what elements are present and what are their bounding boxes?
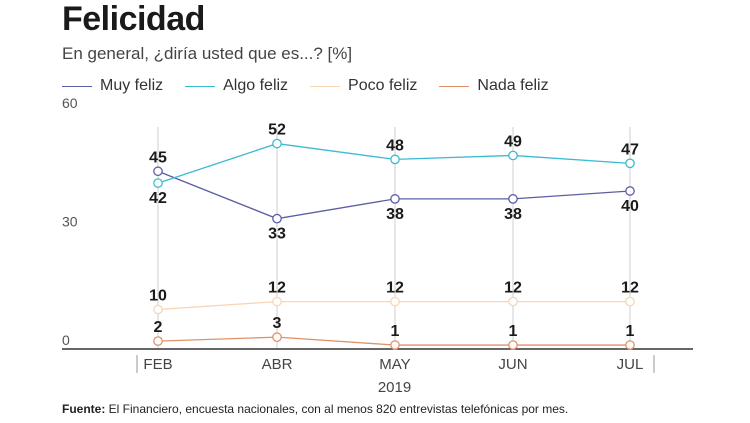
legend-label: Muy feliz [100,77,164,94]
data-label: 3 [273,315,282,332]
legend-swatch [310,85,341,87]
x-tick-label: ABR [262,356,293,373]
x-tick-label: MAY [379,356,410,373]
data-point [153,178,163,188]
x-tick-label: FEB [143,356,172,373]
line-chart: 60 30 0 FEB ABR MAY JUN JUL 2019 45 33 38 38 40 42 52 48… [62,95,693,396]
data-label: 10 [149,288,167,305]
data-label: 1 [626,323,635,340]
data-label: 49 [504,133,522,150]
x-tick-label: JUL [617,356,644,373]
legend-label: Poco feliz [348,77,418,94]
x-tick-label: JUN [498,356,527,373]
data-point [272,213,282,224]
legend-item-algo-feliz: Algo feliz [185,77,288,95]
legend-swatch [185,85,216,87]
data-label: 12 [504,280,522,297]
data-label: 12 [268,280,286,297]
legend-swatch [439,85,470,87]
data-label: 38 [386,206,404,223]
y-tick-label: 30 [62,214,78,230]
data-label: 47 [621,141,639,158]
data-point [272,296,282,307]
y-tick-label: 0 [62,332,70,348]
legend-item-muy-feliz: Muy feliz [62,77,163,95]
legend: Muy feliz Algo feliz Poco feliz Nada fel… [62,76,571,96]
data-label: 38 [504,206,522,223]
data-label: 12 [386,280,404,297]
data-point [272,138,282,149]
chart-title: Felicidad [62,0,205,38]
legend-swatch [62,85,92,87]
legend-label: Nada feliz [477,77,549,94]
data-label: 2 [154,319,163,336]
source-label: Fuente: [62,402,106,416]
x-axis-label: 2019 [378,379,411,396]
legend-label: Algo feliz [223,77,289,94]
source-footer: Fuente: El Financiero, encuesta nacional… [62,402,568,416]
data-label: 40 [621,198,639,215]
y-tick-label: 60 [62,95,78,111]
legend-item-nada-feliz: Nada feliz [439,77,549,95]
data-point [508,296,518,307]
data-point [390,340,400,350]
data-point [390,296,400,307]
data-point [272,332,282,342]
data-point [625,186,635,196]
data-point [508,194,518,204]
data-label: 48 [386,137,404,154]
legend-item-poco-feliz: Poco feliz [310,77,417,95]
data-label: 12 [621,280,639,297]
data-point [625,296,635,307]
data-point [153,166,163,177]
data-point [508,150,518,161]
data-label: 33 [268,226,286,243]
data-point [390,194,400,204]
chart-subtitle: En general, ¿diría usted que es...? [%] [62,44,353,63]
source-text: El Financiero, encuesta nacionales, con … [105,402,569,416]
data-label: 1 [391,323,400,340]
data-point [508,340,518,350]
data-label: 1 [509,323,518,340]
data-label: 42 [149,190,167,207]
data-point [153,304,163,315]
data-point [625,158,635,169]
data-label: 52 [268,122,286,139]
data-point [625,340,635,350]
data-label: 45 [149,149,167,166]
data-point [390,154,400,165]
data-point [153,336,163,346]
